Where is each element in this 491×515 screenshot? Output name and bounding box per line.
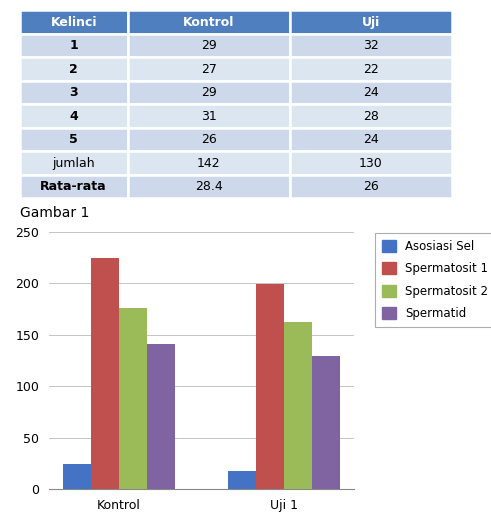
Text: 24: 24	[363, 86, 379, 99]
Bar	[63, 464, 91, 489]
Bar	[20, 104, 128, 128]
Bar	[20, 57, 128, 81]
Bar	[20, 81, 128, 105]
Bar	[128, 128, 290, 151]
Legend: Asosiasi Sel, Spermatosit 1, Spermatosit 2, Spermatid: Asosiasi Sel, Spermatosit 1, Spermatosit…	[375, 232, 491, 327]
Text: Kelinci: Kelinci	[51, 15, 97, 28]
Bar	[128, 34, 290, 57]
Bar	[290, 57, 452, 81]
Bar	[128, 151, 290, 175]
Text: 31: 31	[201, 110, 217, 123]
Bar	[290, 104, 452, 128]
Bar	[290, 175, 452, 198]
Bar	[256, 284, 284, 489]
Bar	[290, 10, 452, 34]
Text: 2: 2	[69, 62, 78, 76]
Bar	[290, 81, 452, 105]
Text: 32: 32	[363, 39, 379, 52]
Text: 130: 130	[359, 157, 382, 169]
Text: 5: 5	[69, 133, 78, 146]
Text: 1: 1	[69, 39, 78, 52]
Bar	[128, 10, 290, 34]
Text: Gambar 1: Gambar 1	[20, 206, 89, 220]
Bar	[290, 151, 452, 175]
Text: 29: 29	[201, 86, 217, 99]
Text: 142: 142	[197, 157, 220, 169]
Bar	[20, 175, 128, 198]
Text: 22: 22	[363, 62, 379, 76]
Bar	[147, 344, 175, 489]
Text: 24: 24	[363, 133, 379, 146]
Bar	[20, 128, 128, 151]
Bar	[128, 104, 290, 128]
Text: 27: 27	[201, 62, 217, 76]
Text: jumlah: jumlah	[53, 157, 95, 169]
Bar	[312, 356, 340, 489]
Text: 3: 3	[69, 86, 78, 99]
Bar	[290, 34, 452, 57]
Bar	[290, 128, 452, 151]
Bar	[20, 34, 128, 57]
Text: 4: 4	[69, 110, 78, 123]
Text: 28: 28	[363, 110, 379, 123]
Bar	[228, 471, 256, 489]
Bar	[284, 322, 312, 489]
Text: 29: 29	[201, 39, 217, 52]
Bar	[128, 175, 290, 198]
Text: Kontrol: Kontrol	[183, 15, 234, 28]
Text: 26: 26	[201, 133, 217, 146]
Bar	[91, 258, 119, 489]
Bar	[128, 81, 290, 105]
Text: 28.4: 28.4	[195, 180, 222, 193]
Text: Rata-rata: Rata-rata	[40, 180, 107, 193]
Bar	[20, 151, 128, 175]
Bar	[20, 10, 128, 34]
Bar	[119, 308, 147, 489]
Text: 26: 26	[363, 180, 379, 193]
Bar	[128, 57, 290, 81]
Text: Uji: Uji	[361, 15, 380, 28]
